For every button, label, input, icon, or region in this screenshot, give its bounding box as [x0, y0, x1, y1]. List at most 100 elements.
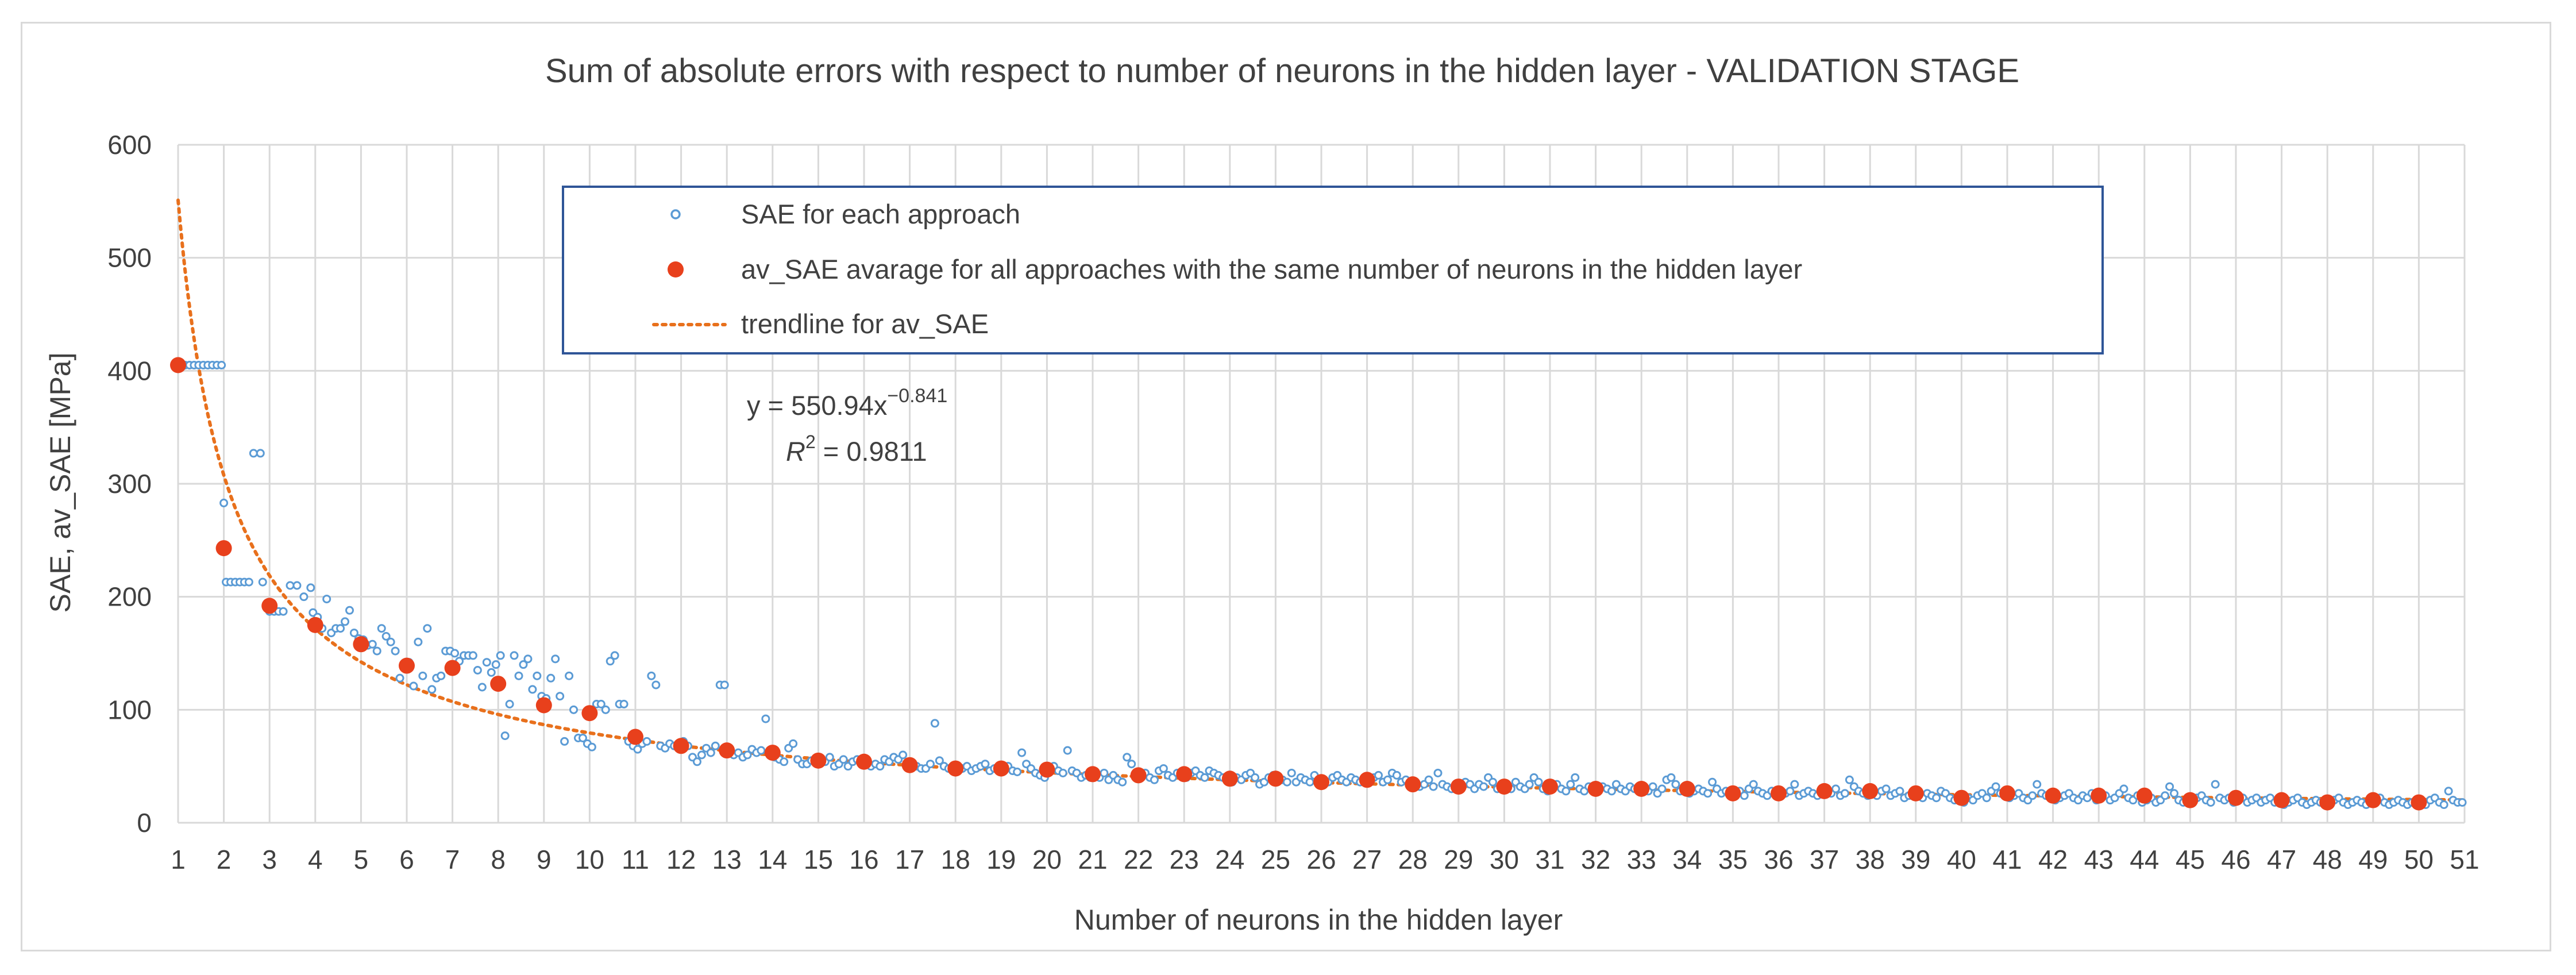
sae-point — [500, 731, 510, 741]
sae-point — [743, 750, 752, 760]
sae-point — [1749, 780, 1758, 789]
legend-label-sae: SAE for each approach — [741, 199, 1020, 229]
sae-point — [372, 646, 381, 656]
av-sae-point — [2365, 792, 2381, 808]
legend-marker-sae — [670, 209, 681, 219]
sae-point — [610, 651, 619, 660]
x-tick-label: 42 — [2038, 845, 2068, 874]
x-tick-label: 47 — [2267, 845, 2296, 874]
sae-point — [450, 649, 460, 658]
av-sae-point — [719, 742, 735, 759]
sae-point — [2439, 800, 2448, 810]
x-tick-label: 36 — [1764, 845, 1793, 874]
trendline-equation: y = 550.94x−0.841 R2 = 0.9811 — [747, 385, 947, 467]
legend-box — [562, 186, 2104, 354]
av-sae-point — [673, 738, 689, 754]
sae-point — [1831, 784, 1840, 793]
sae-point — [341, 617, 350, 626]
x-tick-label: 25 — [1261, 845, 1290, 874]
sae-point — [391, 646, 400, 656]
av-sae-point — [1039, 761, 1055, 778]
sae-point — [306, 583, 315, 592]
x-tick-label: 10 — [575, 845, 604, 874]
sae-point — [244, 577, 253, 587]
sae-point — [437, 671, 446, 680]
av-sae-point — [261, 598, 278, 614]
sae-point — [1607, 787, 1616, 796]
x-tick-label: 34 — [1672, 845, 1702, 874]
sae-point — [533, 671, 542, 680]
x-tick-label: 46 — [2221, 845, 2250, 874]
sae-point — [322, 595, 331, 604]
av-sae-point — [1085, 766, 1101, 783]
sae-point — [523, 654, 533, 664]
sae-point — [1991, 782, 2000, 791]
sae-point — [706, 748, 715, 757]
sae-point — [2033, 780, 2042, 789]
av-sae-point — [1267, 770, 1284, 787]
sae-point — [1657, 784, 1667, 793]
av-sae-point — [1542, 779, 1558, 795]
sae-point — [1150, 775, 1159, 784]
sae-point — [1433, 768, 1443, 777]
av-sae-point — [2136, 787, 2153, 804]
sae-point — [1159, 764, 1168, 773]
x-tick-label: 16 — [849, 845, 878, 874]
sae-point — [1200, 773, 1209, 782]
x-tick-label: 39 — [1901, 845, 1930, 874]
x-tick-label: 41 — [1992, 845, 2022, 874]
x-tick-label: 23 — [1170, 845, 1199, 874]
sae-point — [345, 606, 354, 615]
sae-point — [1566, 780, 1575, 789]
av-sae-point — [2411, 794, 2427, 811]
x-tick-label: 19 — [986, 845, 1016, 874]
x-tick-label: 43 — [2084, 845, 2114, 874]
sae-point — [2211, 780, 2220, 789]
x-tick-label: 18 — [941, 845, 970, 874]
sae-point — [587, 742, 596, 752]
sae-point — [286, 581, 295, 590]
x-tick-label: 44 — [2130, 845, 2159, 874]
sae-point — [1561, 787, 1571, 796]
x-tick-label: 20 — [1032, 845, 1062, 874]
r2-text: R2 = 0.9811 — [786, 431, 927, 467]
av-sae-points — [170, 357, 2427, 811]
sae-point — [1383, 775, 1392, 784]
sae-point — [528, 685, 537, 694]
sae-point — [761, 714, 770, 723]
sae-point — [1525, 780, 1534, 789]
x-tick-label: 24 — [1215, 845, 1244, 874]
sae-point — [1013, 768, 1022, 776]
sae-point — [1845, 775, 1854, 784]
sae-point — [1287, 768, 1296, 777]
sae-point — [1982, 793, 1991, 803]
x-tick-label: 22 — [1124, 845, 1153, 874]
y-tick-label: 500 — [107, 243, 152, 273]
x-tick-label: 33 — [1627, 845, 1656, 874]
sae-point — [279, 607, 288, 616]
r2-label: R — [786, 436, 805, 467]
sae-point — [487, 668, 496, 677]
av-sae-point — [810, 752, 827, 769]
av-sae-point — [1221, 770, 1238, 787]
x-axis-label: Number of neurons in the hidden layer — [1074, 904, 1563, 936]
sae-point — [514, 671, 523, 680]
x-tick-label: 45 — [2176, 845, 2205, 874]
av-sae-point — [1450, 779, 1467, 795]
x-tick-label: 32 — [1581, 845, 1610, 874]
sae-point — [1424, 775, 1433, 784]
sae-point — [780, 757, 789, 766]
sae-point — [2028, 791, 2037, 800]
sae-point — [1703, 789, 1713, 798]
av-sae-point — [1725, 785, 1741, 801]
av-sae-point — [1679, 781, 1695, 797]
sae-point — [1895, 787, 1904, 796]
av-sae-point — [1907, 785, 1924, 801]
x-tick-label: 8 — [491, 845, 506, 874]
sae-point — [546, 673, 556, 683]
av-sae-point — [1405, 776, 1421, 793]
av-sae-point — [1771, 785, 1787, 801]
sae-point — [560, 737, 569, 746]
sae-point — [1123, 753, 1132, 762]
